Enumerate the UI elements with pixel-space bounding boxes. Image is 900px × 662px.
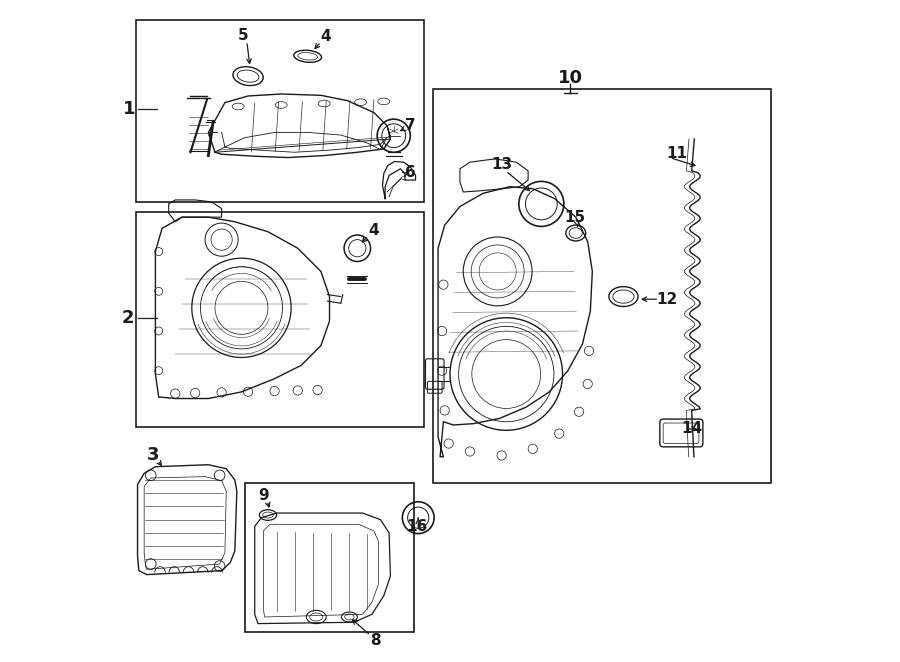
Text: 2: 2 <box>122 308 134 327</box>
Bar <box>245 483 414 632</box>
Text: 4: 4 <box>320 29 331 44</box>
Text: 7: 7 <box>405 118 416 133</box>
Text: 5: 5 <box>238 28 248 43</box>
Text: 8: 8 <box>371 633 382 647</box>
Text: 16: 16 <box>406 519 428 534</box>
Text: 13: 13 <box>491 157 512 171</box>
Text: 11: 11 <box>666 146 687 161</box>
Text: 6: 6 <box>405 165 416 179</box>
Text: 9: 9 <box>258 488 268 502</box>
Bar <box>434 89 771 483</box>
Bar <box>136 212 424 427</box>
Text: 3: 3 <box>148 446 159 464</box>
Bar <box>136 20 424 202</box>
Text: 12: 12 <box>656 292 678 307</box>
Text: 14: 14 <box>681 422 703 436</box>
Text: 15: 15 <box>564 210 585 224</box>
Text: 4: 4 <box>369 223 379 238</box>
Text: 1: 1 <box>122 100 135 118</box>
Text: 10: 10 <box>558 69 583 87</box>
